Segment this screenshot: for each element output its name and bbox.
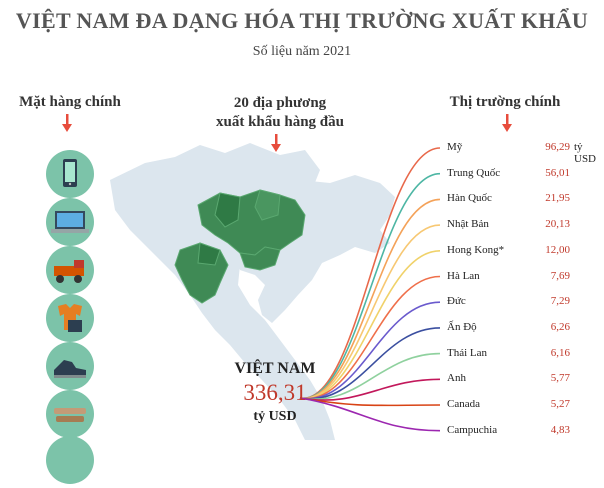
total-unit: tỷ USD — [253, 409, 297, 424]
wood-icon — [54, 408, 86, 422]
regions-heading-line2: xuất khẩu hàng đầu — [216, 114, 344, 130]
market-value: 7,69 — [550, 269, 570, 282]
connector-line — [299, 301, 441, 400]
market-value: 20,13 — [545, 218, 570, 231]
vietnam-map — [110, 143, 395, 440]
market-name: Trung Quốc — [447, 166, 501, 179]
page-title: VIỆT NAM ĐA DẠNG HÓA THỊ TRƯỜNG XUẤT KHẨ… — [15, 8, 589, 33]
regions-heading: 20 địa phương xuất khẩu hàng đầu — [195, 94, 365, 132]
product-circle — [46, 342, 94, 390]
market-value: 5,27 — [550, 398, 570, 410]
smartphone-icon — [63, 159, 77, 187]
market-value: 7,29 — [550, 295, 570, 308]
connector-line — [299, 397, 441, 432]
product-circle — [46, 294, 94, 342]
page-subtitle: Số liệu năm 2021 — [252, 44, 352, 59]
market-value: 21,95 — [545, 192, 570, 205]
textiles-icon — [58, 304, 82, 332]
highlighted-provinces — [174, 189, 306, 304]
footwear-icon — [54, 360, 86, 378]
total-value: 336,31 — [243, 380, 307, 405]
market-name: Canada — [447, 398, 480, 410]
regions-heading-line1: 20 địa phương — [233, 95, 327, 111]
markets-heading: Thị trường chính — [449, 94, 561, 110]
market-name: Hà Lan — [447, 269, 480, 282]
market-value: 5,77 — [550, 372, 570, 385]
market-name: Thái Lan — [447, 346, 488, 359]
market-name: Hàn Quốc — [447, 192, 492, 205]
market-name: Mỹ — [447, 141, 463, 153]
market-name: Đức — [447, 295, 466, 308]
market-name: Anh — [447, 372, 466, 385]
market-name: Hong Kong* — [447, 243, 505, 256]
product-circle — [46, 246, 94, 294]
connector-line — [299, 397, 441, 407]
connector-line — [299, 198, 441, 399]
laptop-icon — [51, 211, 89, 233]
connector-line — [299, 172, 441, 399]
market-value: 4,83 — [550, 423, 570, 436]
product-circle — [46, 436, 94, 484]
connector-line — [299, 250, 441, 399]
market-name: Ấn Độ — [447, 320, 477, 333]
connector-line — [299, 224, 441, 399]
seafood-icon — [46, 436, 94, 484]
product-circle — [46, 390, 94, 438]
connector-line — [299, 327, 441, 400]
total-label: VIỆT NAM — [234, 360, 316, 377]
connector-line — [299, 147, 441, 399]
arrow-down-icon — [271, 134, 281, 152]
arrow-down-icon — [62, 114, 72, 132]
market-value: 6,16 — [550, 346, 570, 359]
market-value: 56,01 — [545, 166, 570, 179]
market-value: 6,26 — [550, 320, 570, 333]
product-circle — [46, 150, 94, 198]
product-circle — [46, 198, 94, 246]
connector-line — [299, 275, 441, 400]
market-value: 12,00 — [545, 243, 570, 256]
market-unit: tỷ USD — [574, 141, 597, 165]
arrow-down-icon — [502, 114, 512, 132]
market-name: Nhật Bản — [447, 218, 489, 231]
products-heading: Mặt hàng chính — [19, 94, 121, 110]
connector-line — [299, 378, 441, 401]
market-name: Campuchia — [447, 423, 498, 436]
market-connectors — [299, 147, 441, 432]
connector-line — [299, 352, 441, 400]
machinery-icon — [54, 260, 84, 283]
market-value: 96,29 — [545, 141, 570, 153]
